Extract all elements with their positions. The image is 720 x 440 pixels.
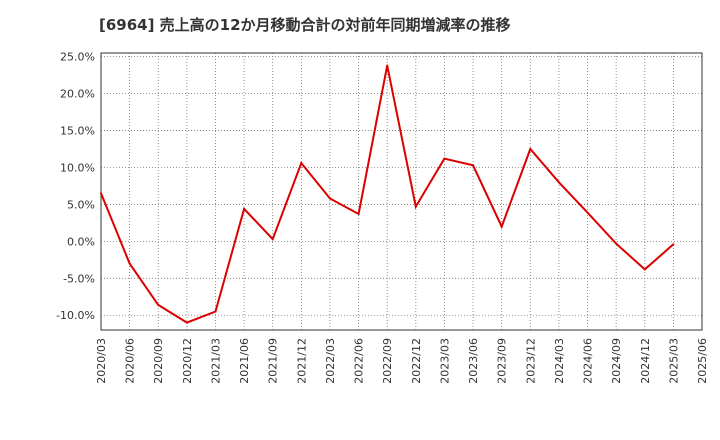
x-tick-label: 2021/03 [209,338,222,384]
data-point [300,162,303,165]
y-tick-label: 10.0% [60,161,95,174]
data-point [672,243,675,246]
x-tick-label: 2021/12 [295,338,308,384]
x-tick-label: 2022/03 [324,338,337,384]
data-point [271,238,274,241]
x-tick-label: 2022/12 [410,338,423,384]
y-tick-label: 5.0% [67,198,95,211]
x-tick-label: 2024/09 [610,338,623,384]
data-point [185,321,188,324]
x-tick-label: 2024/03 [553,338,566,384]
x-tick-label: 2022/09 [381,338,394,384]
data-point [472,164,475,167]
data-point [500,225,503,228]
data-point [615,242,618,245]
data-point [100,192,102,195]
plot-frame [100,52,703,331]
y-tick-label: 15.0% [60,125,95,138]
data-point [128,262,131,265]
data-point [214,310,217,313]
x-tick-label: 2023/03 [438,338,451,384]
x-tick-label: 2020/03 [95,338,108,384]
x-tick-label: 2020/06 [124,338,137,384]
series-layer [100,64,675,324]
y-tick-label: 20.0% [60,88,95,101]
data-point [557,181,560,184]
y-tick-label: -5.0% [63,272,95,285]
x-tick-label: 2023/09 [496,338,509,384]
chart-title: [6964] 売上高の12か月移動合計の対前年同期増減率の推移 [99,16,511,34]
data-point [414,205,417,208]
x-tick-label: 2023/06 [467,338,480,384]
y-axis: 25.0% 20.0% 15.0% 10.0% 5.0% 0.0% -5.0% -10.0% [56,51,95,323]
y-tick-label: 25.0% [60,51,95,64]
x-axis: 2020/03 2020/06 2020/09 2020/12 2021/03 2021/… [95,338,709,384]
x-tick-label: 2023/12 [524,338,537,384]
y-tick-label: 0.0% [67,235,95,248]
x-tick-label: 2025/06 [696,338,709,384]
data-point [157,303,160,306]
data-point [443,157,446,160]
x-tick-label: 2024/12 [639,338,652,384]
x-tick-label: 2025/03 [667,338,680,384]
x-tick-label: 2021/09 [267,338,280,384]
data-point [243,207,246,210]
y-tick-label: -10.0% [56,309,95,322]
data-point [328,197,331,200]
x-tick-label: 2024/06 [582,338,595,384]
x-tick-label: 2021/06 [238,338,251,384]
grid-layer [101,53,702,330]
x-tick-label: 2020/09 [152,338,165,384]
data-point [586,211,589,214]
x-tick-label: 2020/12 [181,338,194,384]
data-point [529,148,532,151]
x-tick-label: 2022/06 [353,338,366,384]
data-point [643,268,646,271]
data-point [386,64,389,67]
data-point [357,213,360,216]
